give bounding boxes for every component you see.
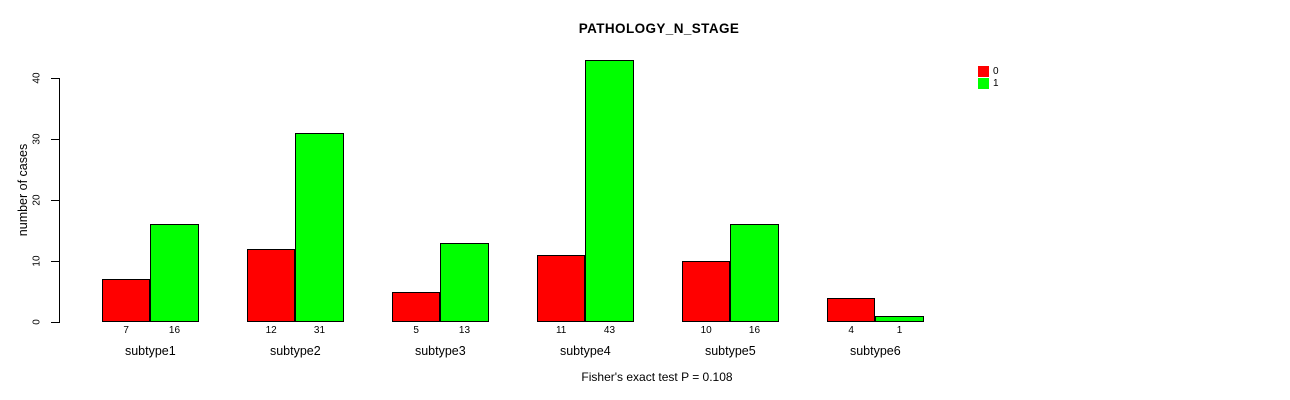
legend-item-0: 0 bbox=[978, 65, 999, 77]
category-label-subtype5: subtype5 bbox=[704, 344, 756, 358]
bar-value-label: 43 bbox=[603, 325, 616, 336]
y-axis-tick-label: 10 bbox=[31, 255, 43, 267]
bar-series-0-subtype6 bbox=[827, 297, 876, 322]
bar-series-0-subtype1 bbox=[102, 279, 151, 322]
legend-label: 0 bbox=[993, 65, 999, 77]
bar-series-1-subtype4 bbox=[585, 59, 634, 322]
y-axis-tick-label: 20 bbox=[31, 194, 43, 206]
bar-series-0-subtype3 bbox=[392, 291, 441, 322]
y-axis-tick bbox=[51, 322, 59, 323]
bar-value-label: 31 bbox=[313, 325, 326, 336]
fisher-test-annotation: Fisher's exact test P = 0.108 bbox=[581, 370, 733, 384]
bar-series-0-subtype4 bbox=[537, 254, 586, 322]
y-axis-tick-label: 40 bbox=[31, 72, 43, 84]
chart-title: PATHOLOGY_N_STAGE bbox=[578, 21, 740, 36]
y-axis-tick-label: 30 bbox=[31, 133, 43, 145]
bar-series-1-subtype1 bbox=[150, 224, 199, 322]
y-axis-label: number of cases bbox=[16, 143, 30, 237]
y-axis-line bbox=[59, 78, 60, 323]
bar-value-label: 16 bbox=[748, 325, 761, 336]
y-axis-tick bbox=[51, 200, 59, 201]
bar-value-label: 4 bbox=[848, 325, 854, 336]
bar-value-label: 12 bbox=[265, 325, 277, 336]
bar-value-label: 13 bbox=[458, 325, 471, 336]
bar-value-label: 16 bbox=[168, 325, 181, 336]
category-label-subtype6: subtype6 bbox=[849, 344, 901, 358]
category-label-subtype2: subtype2 bbox=[269, 344, 321, 358]
legend-item-1: 1 bbox=[978, 77, 999, 89]
bar-series-1-subtype5 bbox=[730, 224, 779, 322]
bar-value-label: 10 bbox=[700, 325, 712, 336]
category-label-subtype3: subtype3 bbox=[414, 344, 466, 358]
y-axis-tick bbox=[51, 139, 59, 140]
bar-series-1-subtype2 bbox=[295, 132, 344, 322]
bar-series-1-subtype6 bbox=[875, 315, 924, 322]
y-axis-tick bbox=[51, 261, 59, 262]
bar-value-label: 5 bbox=[413, 325, 419, 336]
legend-swatch bbox=[978, 65, 989, 77]
category-label-subtype4: subtype4 bbox=[559, 344, 611, 358]
bar-value-label: 11 bbox=[555, 325, 567, 336]
legend-swatch bbox=[978, 77, 989, 89]
y-axis-tick bbox=[51, 78, 59, 79]
y-axis-tick-label: 0 bbox=[31, 319, 43, 325]
bar-value-label: 7 bbox=[123, 325, 129, 336]
bar-series-1-subtype3 bbox=[440, 242, 489, 322]
category-label-subtype1: subtype1 bbox=[124, 344, 176, 358]
legend-label: 1 bbox=[993, 77, 999, 89]
bar-series-0-subtype5 bbox=[682, 261, 731, 322]
bar-value-label: 1 bbox=[896, 325, 903, 336]
bar-series-0-subtype2 bbox=[247, 248, 296, 322]
